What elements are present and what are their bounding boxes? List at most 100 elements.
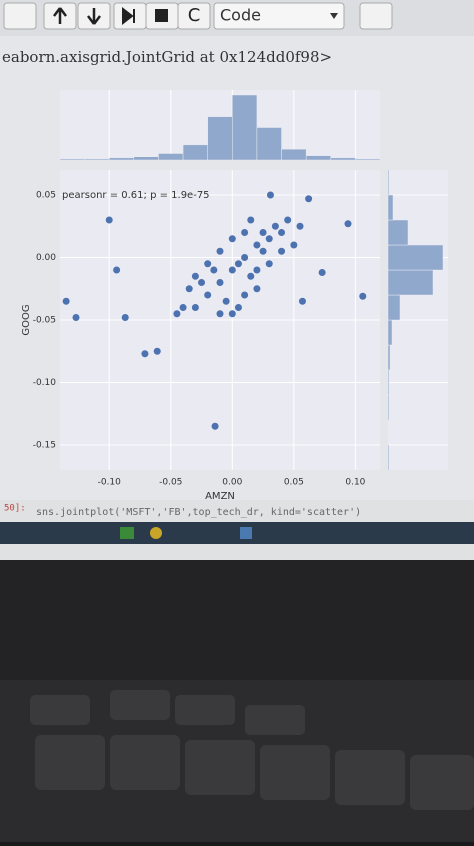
taskbar-icon [120, 527, 134, 539]
scatter-point [173, 310, 181, 318]
scatter-point [191, 272, 199, 280]
scatter-point [228, 266, 236, 274]
histogram-bar [387, 369, 390, 396]
scatter-point [253, 285, 261, 293]
scatter-point [216, 310, 224, 318]
scatter-point [284, 216, 292, 224]
key [110, 735, 180, 790]
key [410, 755, 474, 810]
histogram-bar [133, 156, 159, 161]
histogram-bar [330, 157, 356, 161]
scatter-point [278, 247, 286, 255]
histogram-bar [387, 319, 393, 346]
prompt: 50]: [4, 504, 26, 514]
histogram-bar [182, 144, 208, 161]
histogram-bar [387, 219, 409, 246]
scatter-point [296, 222, 304, 230]
scatter-point [105, 216, 113, 224]
histogram-bar [305, 155, 332, 161]
restart-button[interactable] [177, 2, 211, 30]
taskbar [0, 522, 474, 544]
scatter-point [241, 229, 249, 236]
stop-icon [155, 9, 168, 22]
annotation: pearsonr = 0.61; p = 1.9e-75 [62, 190, 210, 201]
scatter-point [265, 260, 273, 268]
scatter-point [305, 195, 313, 203]
scatter-point [228, 310, 236, 318]
scatter-point [211, 422, 219, 430]
scatter-point [222, 297, 230, 305]
x-tick-label: 0.00 [222, 478, 242, 488]
y-tick-label: -0.10 [33, 378, 57, 388]
histogram-bar [59, 158, 85, 161]
histogram-bar [387, 269, 434, 296]
scatter-point [234, 260, 242, 268]
histogram-bar [387, 344, 391, 371]
taskbar-icon [150, 527, 162, 539]
histogram-bar [108, 157, 135, 161]
cell-type-select[interactable] [213, 2, 345, 30]
scatter-point [72, 314, 80, 321]
scatter-point [271, 222, 279, 230]
x-tick-label: -0.10 [98, 478, 122, 488]
y-tick-label: 0.05 [36, 191, 56, 201]
key [35, 735, 105, 790]
button[interactable] [3, 2, 37, 30]
scatter-point [228, 235, 236, 243]
up-icon [53, 7, 67, 24]
scatter-point [247, 216, 255, 224]
y-tick-label: 0.00 [36, 253, 56, 263]
scatter-point [113, 266, 121, 274]
scatter-point [266, 191, 274, 199]
code: sns.jointplot('MSFT','FB',top_tech_dr, k… [36, 507, 361, 518]
scatter-point [359, 292, 367, 300]
scatter-point [253, 266, 261, 274]
scatter-point [204, 260, 212, 268]
key [185, 740, 255, 795]
x-tick-label: 0.10 [345, 478, 365, 488]
x-axis-label: AMZN [205, 491, 235, 502]
scatter-point [344, 220, 352, 228]
histogram-bar [387, 444, 390, 471]
histogram-bar [387, 244, 444, 271]
y-axis-label: GOOG [21, 304, 32, 335]
key [110, 690, 170, 720]
histogram-bar [256, 127, 282, 161]
scatter-point [298, 297, 306, 305]
histogram-bar [207, 116, 233, 161]
taskbar-icon [240, 527, 252, 539]
x-tick-label: -0.05 [159, 478, 182, 488]
histogram-bar [387, 169, 390, 196]
scatter-point [253, 241, 261, 249]
scatter-point [204, 291, 212, 299]
down-icon [87, 8, 101, 25]
scatter-point [62, 297, 70, 305]
cell-type: Code [220, 6, 261, 25]
histogram-bar [84, 158, 110, 161]
scatter-point [290, 241, 298, 249]
x-tick-label: 0.05 [284, 478, 304, 488]
scatter-point [210, 266, 218, 274]
scatter-point [179, 304, 187, 311]
scatter-point [121, 314, 129, 321]
key [175, 695, 235, 725]
run-icon [122, 6, 135, 26]
key [260, 745, 330, 800]
dropdown-arrow [330, 13, 338, 19]
scatter-point [241, 254, 249, 261]
scatter-point [141, 350, 149, 358]
scatter-point [191, 304, 199, 311]
histogram-bar [158, 153, 184, 161]
scatter-point [234, 304, 242, 311]
scatter-point [265, 235, 273, 243]
histogram-bar [281, 148, 307, 161]
y-tick-label: -0.05 [33, 316, 56, 326]
scatter-point [198, 279, 206, 286]
histogram-bar [387, 394, 390, 421]
output-text: eaborn.axisgrid.JointGrid at 0x124dd0f98… [2, 48, 332, 66]
keyboard-button[interactable] [359, 2, 393, 30]
key [30, 695, 90, 725]
y-tick-label: -0.15 [33, 441, 56, 451]
